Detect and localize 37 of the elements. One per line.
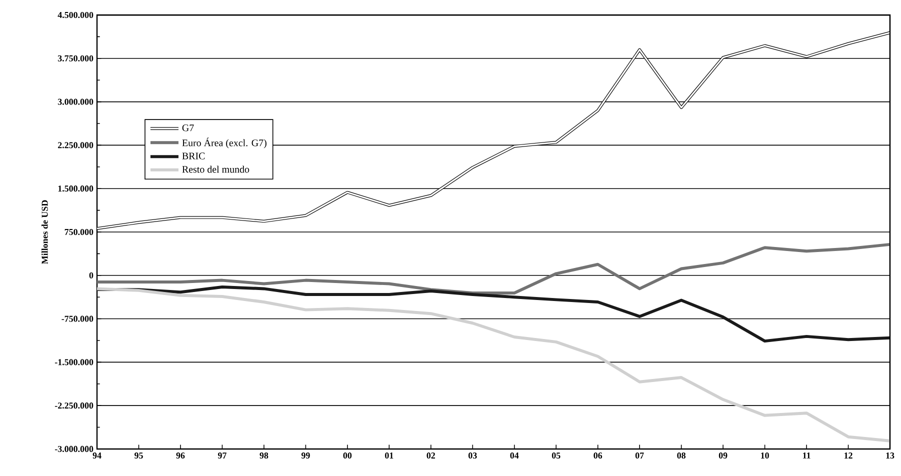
x-tick-label: 97 xyxy=(218,452,226,459)
y-tick-label: 3.000.000 xyxy=(58,98,94,105)
x-tick-label: 95 xyxy=(134,452,143,459)
y-tick-label: 1.500.000 xyxy=(58,186,94,192)
legend-label: Euro Área (excl. G7) xyxy=(182,138,266,148)
y-tick-label: -750.000 xyxy=(62,316,94,322)
x-tick-label: 06 xyxy=(594,452,602,459)
y-tick-label: 2.250.000 xyxy=(58,142,94,148)
y-tick-label: 750.000 xyxy=(64,228,94,236)
x-tick-label: 12 xyxy=(844,452,852,458)
y-tick-label: -3.000.000 xyxy=(54,446,94,452)
legend-label: G7 xyxy=(182,124,194,132)
x-tick-label: 10 xyxy=(761,452,769,459)
legend-label: BRIC xyxy=(182,152,205,160)
legend-label: Resto del mundo xyxy=(182,166,250,173)
y-tick-label: -1.500.000 xyxy=(54,359,94,366)
x-tick-label: 07 xyxy=(635,452,644,459)
y-tick-label: -2.250.000 xyxy=(54,402,94,409)
x-tick-label: 94 xyxy=(92,452,102,459)
x-tick-label: 02 xyxy=(426,452,435,459)
x-tick-label: 01 xyxy=(385,452,394,459)
x-tick-label: 09 xyxy=(718,452,728,459)
y-tick-label: 0 xyxy=(89,272,94,278)
x-tick-label: 98 xyxy=(260,452,268,459)
x-tick-label: 05 xyxy=(552,452,560,459)
x-tick-label: 03 xyxy=(468,452,477,459)
x-tick-label: 00 xyxy=(343,452,352,459)
y-tick-label: 4.500.000 xyxy=(58,12,94,18)
x-tick-label: 96 xyxy=(176,452,185,459)
x-tick-label: 04 xyxy=(510,452,519,459)
line-series xyxy=(97,287,890,442)
x-tick-label: 11 xyxy=(803,452,810,458)
y-axis-title: Millones de USD xyxy=(41,200,48,264)
x-tick-label: 99 xyxy=(301,452,310,459)
x-tick-label: 08 xyxy=(677,452,686,459)
x-tick-label: 13 xyxy=(886,452,894,459)
y-tick-label: 3.750.000 xyxy=(58,55,94,62)
